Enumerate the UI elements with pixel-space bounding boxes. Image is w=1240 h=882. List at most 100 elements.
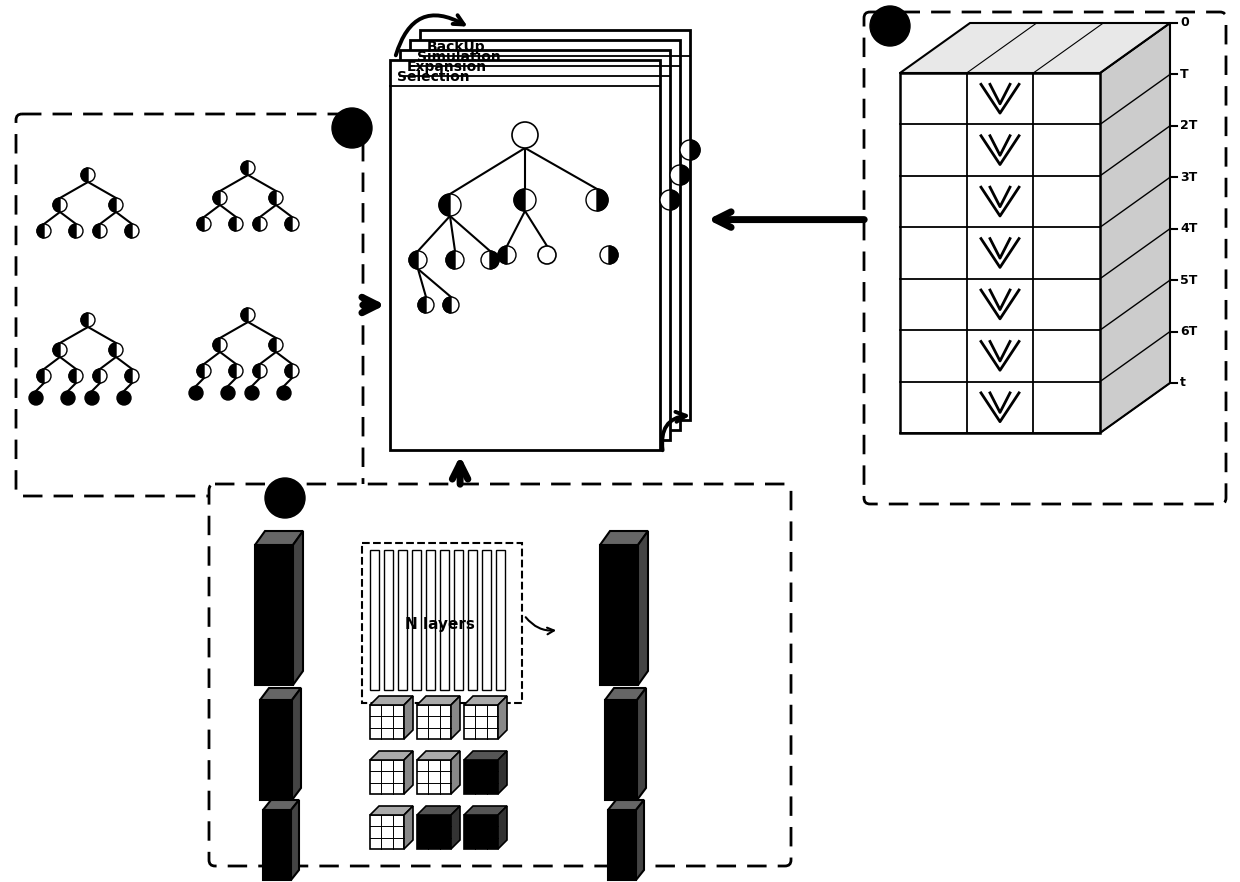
Text: N layers: N layers bbox=[405, 617, 475, 632]
Circle shape bbox=[93, 224, 107, 238]
Circle shape bbox=[29, 391, 43, 405]
Wedge shape bbox=[229, 217, 236, 231]
Wedge shape bbox=[93, 369, 100, 383]
Circle shape bbox=[213, 338, 227, 352]
Circle shape bbox=[481, 251, 498, 269]
Circle shape bbox=[443, 297, 459, 313]
Polygon shape bbox=[637, 688, 646, 800]
Text: 2T: 2T bbox=[1180, 119, 1198, 132]
Wedge shape bbox=[446, 251, 455, 269]
Circle shape bbox=[81, 168, 95, 182]
Circle shape bbox=[117, 391, 131, 405]
Polygon shape bbox=[464, 751, 507, 760]
Circle shape bbox=[61, 391, 74, 405]
Wedge shape bbox=[69, 224, 76, 238]
Circle shape bbox=[253, 364, 267, 378]
Circle shape bbox=[125, 224, 139, 238]
Circle shape bbox=[277, 386, 291, 400]
Wedge shape bbox=[253, 217, 260, 231]
Circle shape bbox=[188, 386, 203, 400]
Wedge shape bbox=[241, 308, 248, 322]
Polygon shape bbox=[605, 688, 646, 700]
Circle shape bbox=[512, 122, 538, 148]
Circle shape bbox=[285, 364, 299, 378]
Circle shape bbox=[660, 190, 680, 210]
Wedge shape bbox=[229, 364, 236, 378]
Text: Selection: Selection bbox=[397, 70, 470, 84]
Wedge shape bbox=[53, 343, 60, 357]
Bar bbox=[417, 705, 451, 739]
Bar bbox=[370, 760, 404, 794]
Wedge shape bbox=[197, 217, 205, 231]
Bar bbox=[464, 705, 498, 739]
FancyBboxPatch shape bbox=[210, 484, 791, 866]
Text: 4T: 4T bbox=[1180, 222, 1198, 235]
Bar bbox=[410, 40, 680, 430]
Wedge shape bbox=[213, 191, 219, 205]
Polygon shape bbox=[404, 806, 413, 849]
Bar bbox=[496, 550, 505, 690]
Bar bbox=[900, 73, 1100, 433]
Circle shape bbox=[197, 364, 211, 378]
Bar bbox=[427, 550, 435, 690]
Wedge shape bbox=[515, 189, 525, 211]
Circle shape bbox=[37, 224, 51, 238]
Bar bbox=[417, 760, 451, 794]
Circle shape bbox=[439, 194, 461, 216]
Bar bbox=[608, 810, 636, 880]
Wedge shape bbox=[37, 224, 43, 238]
Circle shape bbox=[253, 217, 267, 231]
Polygon shape bbox=[498, 696, 507, 739]
Bar bbox=[401, 50, 670, 440]
Bar bbox=[482, 550, 491, 690]
Bar bbox=[384, 550, 393, 690]
Circle shape bbox=[498, 246, 516, 264]
Text: T: T bbox=[1180, 68, 1189, 81]
Polygon shape bbox=[291, 800, 299, 880]
Wedge shape bbox=[241, 161, 248, 175]
Circle shape bbox=[241, 161, 255, 175]
Circle shape bbox=[538, 246, 556, 264]
Circle shape bbox=[229, 364, 243, 378]
Circle shape bbox=[587, 189, 608, 211]
Circle shape bbox=[86, 391, 99, 405]
Circle shape bbox=[53, 343, 67, 357]
Polygon shape bbox=[639, 531, 649, 685]
Bar bbox=[370, 815, 404, 849]
Wedge shape bbox=[109, 198, 117, 212]
Wedge shape bbox=[596, 189, 608, 211]
Circle shape bbox=[241, 308, 255, 322]
Circle shape bbox=[197, 217, 211, 231]
Polygon shape bbox=[291, 688, 301, 800]
Circle shape bbox=[409, 251, 427, 269]
Wedge shape bbox=[439, 194, 450, 216]
Wedge shape bbox=[418, 297, 427, 313]
Text: 5T: 5T bbox=[1180, 273, 1198, 287]
Circle shape bbox=[265, 478, 305, 518]
Polygon shape bbox=[263, 800, 299, 810]
Circle shape bbox=[418, 297, 434, 313]
Bar bbox=[467, 550, 477, 690]
Wedge shape bbox=[670, 190, 680, 210]
Polygon shape bbox=[464, 806, 507, 815]
Wedge shape bbox=[125, 369, 131, 383]
Text: Simulation: Simulation bbox=[417, 50, 501, 64]
Wedge shape bbox=[69, 369, 76, 383]
Text: t: t bbox=[1180, 377, 1185, 390]
Wedge shape bbox=[680, 165, 689, 185]
Polygon shape bbox=[451, 806, 460, 849]
Wedge shape bbox=[285, 217, 291, 231]
Circle shape bbox=[269, 191, 283, 205]
Circle shape bbox=[332, 108, 372, 148]
Polygon shape bbox=[498, 751, 507, 794]
Circle shape bbox=[515, 189, 536, 211]
Bar bbox=[412, 550, 422, 690]
Polygon shape bbox=[600, 531, 649, 545]
Bar bbox=[370, 550, 379, 690]
Bar bbox=[391, 60, 660, 450]
Wedge shape bbox=[197, 364, 205, 378]
Wedge shape bbox=[125, 224, 131, 238]
Bar bbox=[454, 550, 463, 690]
Wedge shape bbox=[609, 246, 618, 264]
Text: Expansion: Expansion bbox=[407, 60, 487, 74]
